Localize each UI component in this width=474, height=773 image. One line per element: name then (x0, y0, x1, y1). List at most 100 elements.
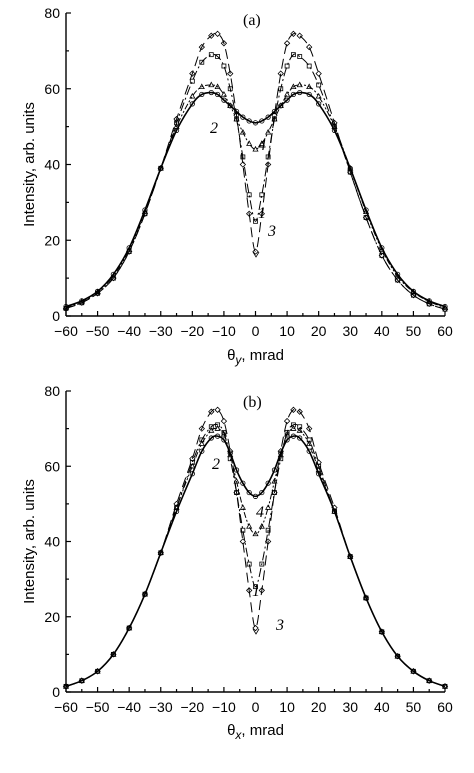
data-point (411, 292, 416, 298)
x-axis-title: θy, mrad (227, 347, 284, 367)
series-1-line (65, 53, 446, 310)
y-tick-label: 80 (44, 5, 60, 21)
y-tick-label: 80 (44, 383, 60, 399)
data-point (271, 489, 278, 496)
data-point (62, 304, 70, 310)
x-tick-label: −40 (117, 323, 141, 339)
y-tick-label: 60 (44, 458, 60, 474)
data-point (189, 78, 195, 84)
data-point (246, 192, 252, 198)
data-point (259, 118, 265, 124)
y-axis-title: Intensity, arb. units (21, 102, 38, 227)
data-point (253, 584, 258, 590)
y-tick-label: 0 (52, 684, 60, 700)
data-point (126, 624, 133, 631)
data-point (189, 471, 195, 477)
data-point (283, 417, 291, 425)
data-point (426, 677, 433, 683)
data-point (189, 70, 196, 77)
data-point (157, 549, 164, 555)
data-point (306, 91, 312, 98)
data-point (126, 246, 133, 252)
x-axis-symbol: θ (227, 722, 235, 739)
data-point (290, 425, 297, 431)
panel-label: (b) (243, 394, 262, 411)
data-point (296, 427, 303, 433)
series-3-line (65, 32, 446, 310)
series-1-line (65, 423, 446, 687)
data-point (157, 165, 164, 172)
data-point (264, 538, 272, 545)
data-point (265, 504, 272, 510)
data-point (189, 92, 196, 99)
x-tick-label: 20 (311, 323, 327, 339)
data-point (252, 145, 259, 152)
data-point (297, 435, 303, 441)
data-point (157, 164, 164, 171)
data-point (62, 682, 70, 689)
data-point (297, 89, 303, 96)
data-point (284, 430, 291, 437)
data-point (394, 272, 401, 279)
x-tick-label: −30 (149, 323, 173, 339)
data-point (290, 52, 296, 58)
x-tick-label: 40 (374, 699, 390, 715)
data-point (271, 477, 278, 484)
data-point (306, 425, 313, 432)
data-point (315, 459, 322, 466)
curve-label-3: 3 (267, 223, 276, 240)
data-point (252, 120, 259, 126)
data-point (110, 650, 117, 657)
data-point (173, 115, 180, 123)
data-point (240, 527, 246, 533)
data-point (94, 667, 101, 674)
data-point (240, 114, 246, 120)
data-point (290, 422, 296, 428)
data-point (199, 448, 205, 454)
data-point (215, 422, 221, 428)
data-point (221, 63, 227, 69)
data-point (277, 70, 284, 77)
data-point (141, 591, 149, 598)
data-point (331, 123, 338, 129)
data-point (441, 304, 449, 310)
data-point (189, 101, 195, 107)
curve-label-3: 3 (275, 617, 284, 634)
data-point (306, 448, 312, 454)
data-point (296, 32, 303, 39)
data-point (410, 668, 417, 675)
data-point (296, 408, 303, 415)
data-point (265, 527, 271, 533)
data-point (316, 463, 322, 469)
data-point (378, 246, 385, 252)
data-point (253, 218, 258, 224)
data-point (297, 54, 303, 59)
data-point (252, 493, 259, 499)
data-point (240, 480, 246, 486)
data-point (220, 417, 228, 425)
data-point (306, 43, 313, 51)
x-tick-label: 30 (342, 699, 358, 715)
x-tick-label: 20 (311, 699, 327, 715)
y-tick-label: 40 (44, 534, 60, 550)
data-point (347, 164, 354, 171)
data-point (227, 86, 233, 92)
data-point (441, 682, 449, 689)
data-point (410, 288, 417, 295)
x-tick-label: −20 (180, 323, 204, 339)
data-point (265, 114, 271, 120)
data-point (246, 523, 253, 529)
data-point (306, 440, 313, 446)
data-point (347, 553, 354, 560)
chart-panel-a: −60 −50 −40 −30 −20 −10 0 10 20 30 40 50 60 0 20 40 60 80… (21, 5, 453, 367)
x-tick-label: 10 (279, 323, 295, 339)
data-point (214, 83, 221, 90)
data-point (316, 101, 322, 107)
data-point (331, 507, 338, 514)
data-point (258, 210, 265, 217)
x-tick-label: 0 (252, 323, 260, 339)
data-point (265, 128, 272, 135)
data-point (379, 252, 385, 258)
data-point (316, 82, 322, 88)
data-point (110, 272, 117, 279)
